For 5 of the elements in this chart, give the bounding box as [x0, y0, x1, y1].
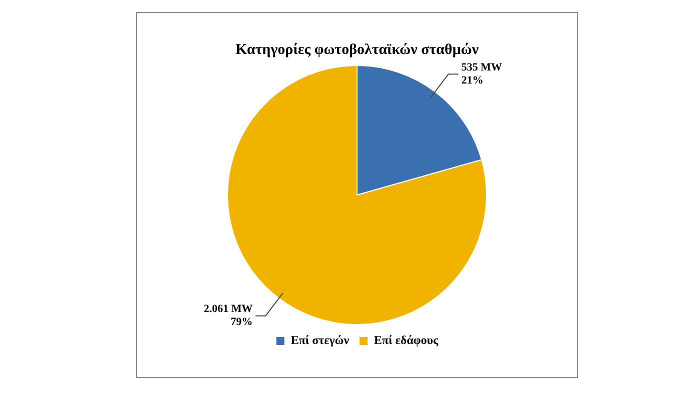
data-label: 535 MW 21% [461, 62, 502, 87]
legend-label: Επί στεγών [290, 333, 350, 348]
chart-title: Κατηγορίες φωτοβολταϊκών σταθμών [235, 42, 479, 58]
legend-label: Επί εδάφους [374, 333, 440, 348]
data-label: 2.061 MW 79% [204, 303, 253, 328]
